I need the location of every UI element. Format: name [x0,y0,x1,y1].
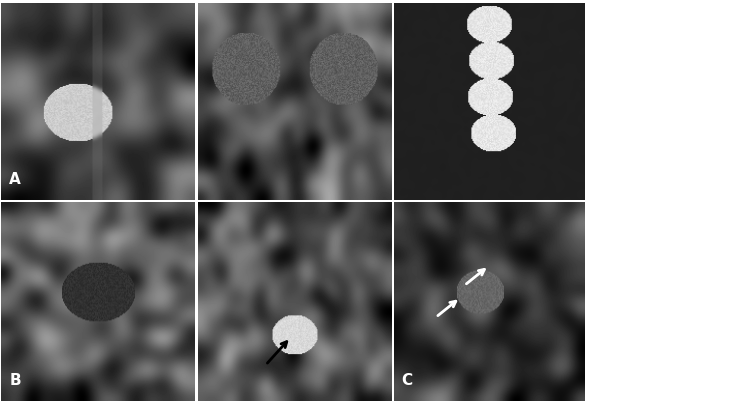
Text: C: C [401,372,413,387]
Text: B: B [10,372,20,387]
Text: A: A [10,172,21,187]
